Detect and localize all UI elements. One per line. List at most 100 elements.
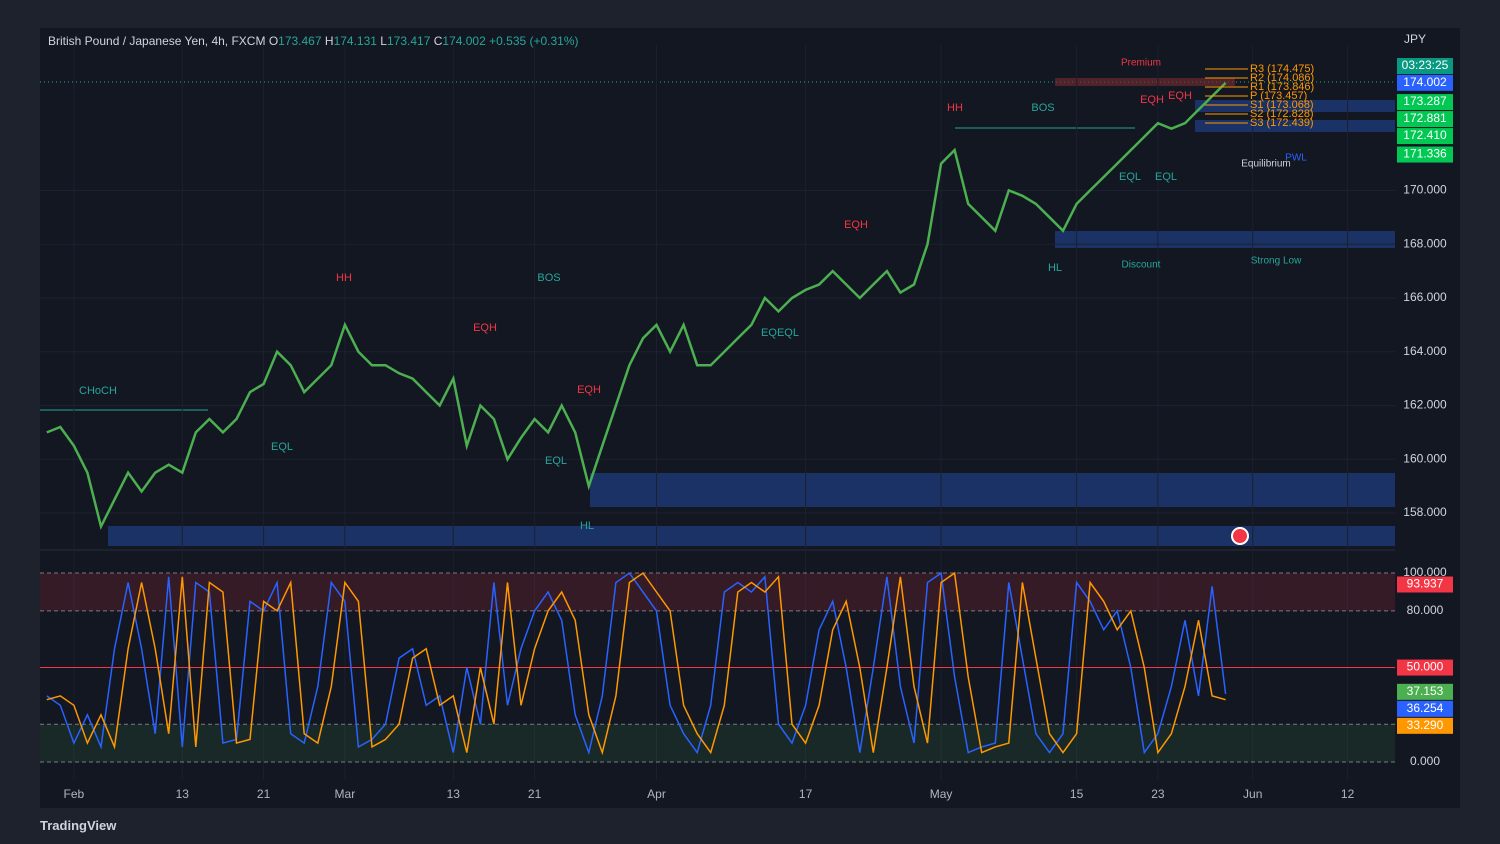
x-tick-label: 23 xyxy=(1151,787,1165,801)
y-tick-label: 170.000 xyxy=(1403,183,1447,197)
overbought-zone xyxy=(40,573,1395,611)
annotation: HL xyxy=(1048,262,1062,274)
chart-area xyxy=(40,28,1460,808)
annotation: EQH xyxy=(844,219,868,231)
x-tick-label: 21 xyxy=(257,787,271,801)
annotation: HH xyxy=(947,102,963,114)
x-tick-label: 17 xyxy=(799,787,813,801)
price-marker-label: 173.287 xyxy=(1403,94,1447,108)
annotation: EQL xyxy=(1119,171,1141,183)
y-tick-label: 160.000 xyxy=(1403,451,1447,465)
pivot-label: P (173.457) xyxy=(1250,90,1307,102)
x-tick-label: Mar xyxy=(335,787,356,801)
header: British Pound / Japanese Yen, 4h, FXCM O… xyxy=(48,34,579,48)
annotation: EQH xyxy=(577,384,601,396)
y-tick-label: 158.000 xyxy=(1403,505,1447,519)
zone xyxy=(108,526,1395,546)
x-tick-label: May xyxy=(930,787,953,801)
price-marker-label: 171.336 xyxy=(1403,147,1447,161)
price-marker xyxy=(1397,659,1453,676)
x-tick-label: Feb xyxy=(64,787,85,801)
annotation: EQH xyxy=(1140,94,1164,106)
ohlc-label: C xyxy=(433,34,443,48)
annotation: EQL xyxy=(545,455,567,467)
y-tick-label: 168.000 xyxy=(1403,236,1447,250)
y-tick-label: 100.000 xyxy=(1403,565,1447,579)
data-line xyxy=(46,571,1227,756)
price-marker-label: 172.881 xyxy=(1403,111,1447,125)
price-marker xyxy=(1397,683,1453,700)
pivot-label: R1 (173.846) xyxy=(1250,81,1314,93)
x-tick-label: 21 xyxy=(528,787,542,801)
price-marker-label: 172.410 xyxy=(1403,128,1447,142)
price-marker-label: 50.000 xyxy=(1407,660,1444,674)
annotation: BOS xyxy=(1031,102,1054,114)
ohlc-value: 174.131 xyxy=(333,34,377,48)
price-marker xyxy=(1397,74,1453,91)
ohlc-label: H xyxy=(324,34,334,48)
price-marker xyxy=(1397,146,1453,163)
annotation: EQH xyxy=(1168,90,1192,102)
x-tick-label: Apr xyxy=(647,787,666,801)
ohlc: O173.467 H174.131 L173.417 C174.002 xyxy=(269,34,489,48)
y-tick-label: 164.000 xyxy=(1403,344,1447,358)
price-marker-label: 37.153 xyxy=(1407,684,1444,698)
annotation: Premium xyxy=(1121,58,1161,69)
symbol: British Pound / Japanese Yen, 4h, FXCM xyxy=(48,34,266,48)
price-marker-label: 174.002 xyxy=(1403,75,1447,89)
annotation: HH xyxy=(336,272,352,284)
price-marker xyxy=(1397,111,1453,128)
countdown: 03:23:25 xyxy=(1402,58,1449,72)
zone xyxy=(1055,78,1235,86)
x-tick-label: 12 xyxy=(1341,787,1355,801)
annotation: Strong Low xyxy=(1251,256,1302,267)
countdown-box xyxy=(1397,58,1453,74)
zone xyxy=(1195,100,1395,112)
price-marker-label: 36.254 xyxy=(1407,701,1444,715)
y-tick-label: 162.000 xyxy=(1403,398,1447,412)
annotation: EQL xyxy=(1155,171,1177,183)
brand: TradingView xyxy=(40,818,117,833)
annotation: EQL xyxy=(271,441,293,453)
zone xyxy=(1055,231,1395,248)
annotation: EQEQL xyxy=(761,327,799,339)
x-tick-label: 15 xyxy=(1070,787,1084,801)
annotation: BOS xyxy=(537,272,560,284)
change: +0.535 (+0.31%) xyxy=(489,34,579,48)
data-line xyxy=(46,571,1226,756)
x-tick-label: 13 xyxy=(447,787,461,801)
annotation: PWL xyxy=(1285,153,1307,164)
ohlc-value: 173.417 xyxy=(386,34,431,48)
annotation: EQH xyxy=(473,322,497,334)
annotation: Equilibrium xyxy=(1241,159,1290,170)
ohlc-label: L xyxy=(380,34,387,48)
annotation: HL xyxy=(580,520,594,532)
annotation: CHoCH xyxy=(79,385,117,397)
y-tick-label: 80.000 xyxy=(1407,603,1444,617)
pivot-label: S3 (172.439) xyxy=(1250,117,1314,129)
x-tick-label: 13 xyxy=(176,787,190,801)
zone xyxy=(590,473,1395,507)
ohlc-label: O xyxy=(268,34,279,48)
price-marker-label: 33.290 xyxy=(1407,718,1444,732)
currency: JPY xyxy=(1404,32,1426,46)
annotation: Discount xyxy=(1122,260,1161,271)
data-line xyxy=(46,82,1227,531)
pivot-label: R3 (174.475) xyxy=(1250,63,1314,75)
ohlc-value: 173.467 xyxy=(278,34,322,48)
price-marker xyxy=(1397,94,1453,111)
price-marker xyxy=(1397,128,1453,145)
price-marker xyxy=(1397,576,1453,593)
price-marker xyxy=(1397,700,1453,717)
x-tick-label: Jun xyxy=(1243,787,1262,801)
price-marker-label: 93.937 xyxy=(1407,577,1444,591)
alert-icon[interactable] xyxy=(1231,527,1249,545)
y-tick-label: 0.000 xyxy=(1410,754,1440,768)
pivot-label: S2 (172.828) xyxy=(1250,108,1314,120)
price-marker xyxy=(1397,717,1453,734)
pivot-label: R2 (174.086) xyxy=(1250,72,1314,84)
ohlc-value: 174.002 xyxy=(442,34,486,48)
y-tick-label: 166.000 xyxy=(1403,290,1447,304)
